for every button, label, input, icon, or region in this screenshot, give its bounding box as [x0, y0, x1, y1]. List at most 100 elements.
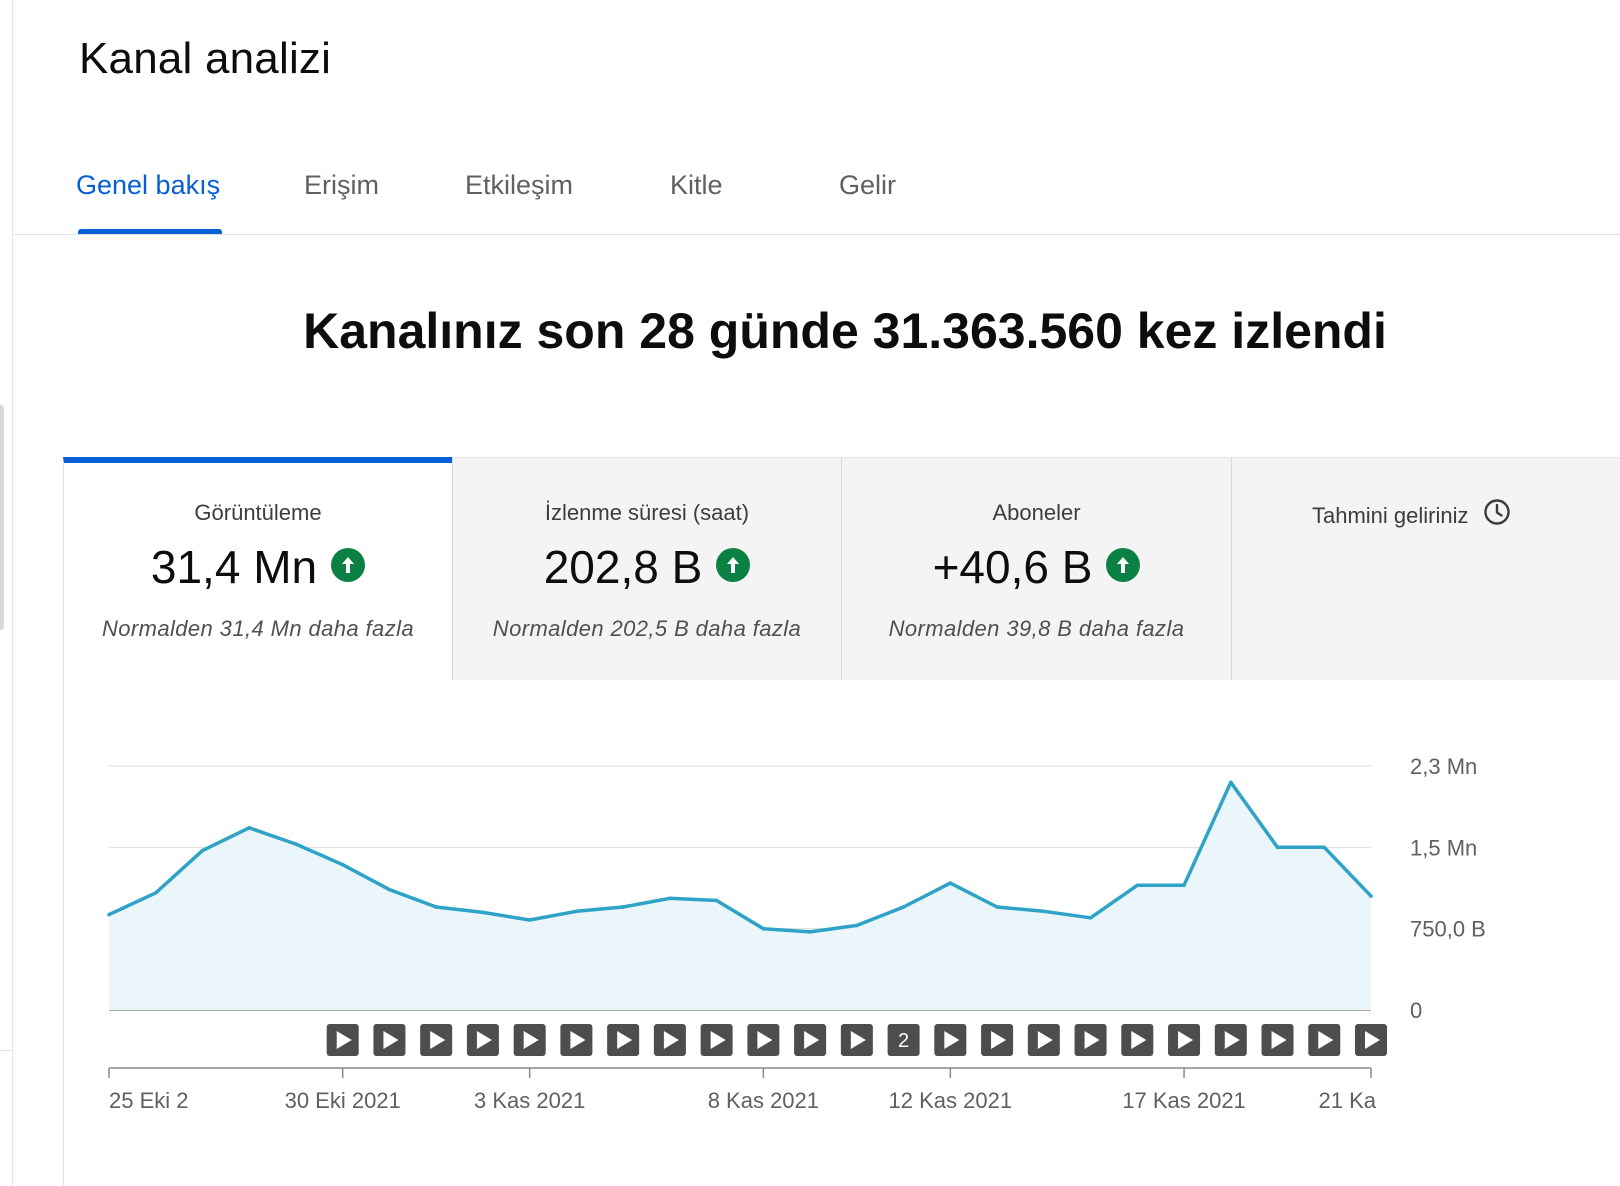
- video-marker[interactable]: [1121, 1024, 1154, 1056]
- data-point: [995, 905, 999, 909]
- data-point: [200, 848, 205, 853]
- x-tick-label: 25 Eki 2: [109, 1088, 189, 1113]
- video-marker[interactable]: [513, 1024, 546, 1056]
- play-icon: [383, 1031, 399, 1049]
- metric-card-revenue[interactable]: Tahmini geliriniz: [1231, 457, 1620, 680]
- metric-cards: Görüntüleme 31,4 Mn Normalden 31,4 Mn da…: [63, 457, 1620, 680]
- views-series-line: [108, 780, 1373, 934]
- video-marker[interactable]: [747, 1024, 780, 1056]
- left-panel-divider: [12, 0, 13, 1186]
- data-point: [1275, 845, 1280, 850]
- play-icon: [710, 1031, 726, 1049]
- data-point: [1042, 909, 1046, 914]
- metric-card-views[interactable]: Görüntüleme 31,4 Mn Normalden 31,4 Mn da…: [63, 457, 452, 680]
- video-marker[interactable]: [466, 1024, 499, 1056]
- data-point: [574, 909, 579, 914]
- play-icon: [1178, 1031, 1194, 1049]
- play-icon: [430, 1031, 446, 1049]
- x-tick-label: 30 Eki 2021: [285, 1088, 401, 1113]
- play-icon: [1271, 1031, 1287, 1049]
- play-icon: [1365, 1031, 1380, 1049]
- data-point: [901, 905, 906, 909]
- metric-value: +40,6 B: [932, 541, 1093, 593]
- metric-label: Aboneler: [992, 500, 1081, 525]
- metric-card-subscribers[interactable]: Aboneler +40,6 B Normalden 39,8 B daha f…: [841, 457, 1231, 680]
- video-marker[interactable]: [1214, 1024, 1247, 1056]
- play-icon: [1037, 1031, 1053, 1049]
- video-marker[interactable]: [420, 1024, 453, 1056]
- play-icon: [1224, 1031, 1240, 1049]
- video-marker[interactable]: [1074, 1024, 1107, 1056]
- data-point: [387, 887, 392, 892]
- tab-engagement[interactable]: Etkileşim: [465, 170, 574, 200]
- play-icon: [617, 1031, 633, 1049]
- x-tick-label: 3 Kas 2021: [474, 1088, 585, 1113]
- data-point: [808, 930, 812, 934]
- x-tick-label: 12 Kas 2021: [889, 1088, 1013, 1113]
- y-tick-label: 2,3 Mn: [1410, 754, 1477, 779]
- video-marker[interactable]: 2: [887, 1024, 920, 1056]
- metric-value: 31,4 Mn: [150, 541, 318, 593]
- data-point: [481, 910, 485, 915]
- metric-value-row: 202,8 B: [453, 540, 841, 594]
- video-marker[interactable]: [1027, 1024, 1060, 1056]
- play-icon: [336, 1031, 352, 1049]
- y-tick-label: 750,0 B: [1410, 917, 1486, 942]
- video-marker[interactable]: [326, 1024, 359, 1056]
- video-marker[interactable]: [653, 1024, 686, 1056]
- play-icon: [1084, 1031, 1100, 1049]
- video-marker[interactable]: [840, 1024, 873, 1056]
- x-tick-label: 8 Kas 2021: [708, 1088, 819, 1113]
- metric-card-watch-time[interactable]: İzlenme süresi (saat) 202,8 B Normalden …: [452, 457, 841, 680]
- left-panel-tick: [0, 1050, 12, 1051]
- video-marker[interactable]: [607, 1024, 640, 1056]
- data-point: [1322, 845, 1327, 850]
- active-tab-indicator: [78, 229, 222, 234]
- data-point: [527, 918, 532, 922]
- play-icon: [570, 1031, 586, 1049]
- metric-comparison: Normalden 39,8 B daha fazla: [888, 616, 1185, 641]
- views-area-fill: [109, 782, 1371, 1010]
- video-marker[interactable]: [1355, 1024, 1387, 1056]
- left-panel-scroll-handle[interactable]: [0, 405, 4, 630]
- clock-icon: [1483, 498, 1511, 532]
- arrow-up-icon: [716, 548, 751, 582]
- metric-comparison: Normalden 31,4 Mn daha fazla: [101, 616, 415, 641]
- video-marker-box: [887, 1024, 920, 1056]
- data-point: [1088, 916, 1093, 920]
- video-marker[interactable]: [1168, 1024, 1201, 1056]
- data-point: [153, 891, 158, 895]
- data-point: [668, 896, 672, 901]
- play-icon: [991, 1031, 1007, 1049]
- play-icon: [804, 1031, 820, 1049]
- analytics-tabs: Genel bakış Erişim Etkileşim Kitle Gelir: [14, 150, 1620, 235]
- play-icon: [1318, 1031, 1334, 1049]
- video-marker[interactable]: [934, 1024, 967, 1056]
- play-icon: [944, 1031, 960, 1049]
- tab-audience[interactable]: Kitle: [670, 170, 723, 200]
- tab-overview[interactable]: Genel bakış: [76, 170, 221, 200]
- metric-value-row: 31,4 Mn: [64, 540, 452, 594]
- video-marker[interactable]: [700, 1024, 733, 1056]
- data-point: [247, 826, 252, 830]
- play-icon: [663, 1031, 679, 1049]
- play-icon: [523, 1031, 539, 1049]
- y-tick-label: 1,5 Mn: [1410, 835, 1477, 860]
- video-marker[interactable]: [373, 1024, 406, 1056]
- video-marker[interactable]: [981, 1024, 1014, 1056]
- data-point: [948, 881, 953, 885]
- video-marker[interactable]: [1261, 1024, 1294, 1056]
- x-tick-label: 21 Ka: [1319, 1088, 1377, 1113]
- metric-label: Görüntüleme: [194, 500, 322, 525]
- arrow-up-icon: [1106, 548, 1141, 582]
- video-marker[interactable]: [560, 1024, 593, 1056]
- video-marker[interactable]: [794, 1024, 827, 1056]
- data-point: [621, 905, 625, 909]
- x-tick-label: 17 Kas 2021: [1122, 1088, 1246, 1113]
- tab-revenue[interactable]: Gelir: [839, 170, 897, 200]
- video-marker[interactable]: [1308, 1024, 1341, 1056]
- views-chart-svg: 0 750,0 B 1,5 Mn 2,3 Mn 2 25 Eki 2 30 Eki 20…: [107, 754, 1486, 1113]
- tab-reach[interactable]: Erişim: [304, 170, 379, 200]
- data-point: [761, 926, 766, 931]
- metric-value-row: +40,6 B: [842, 540, 1231, 594]
